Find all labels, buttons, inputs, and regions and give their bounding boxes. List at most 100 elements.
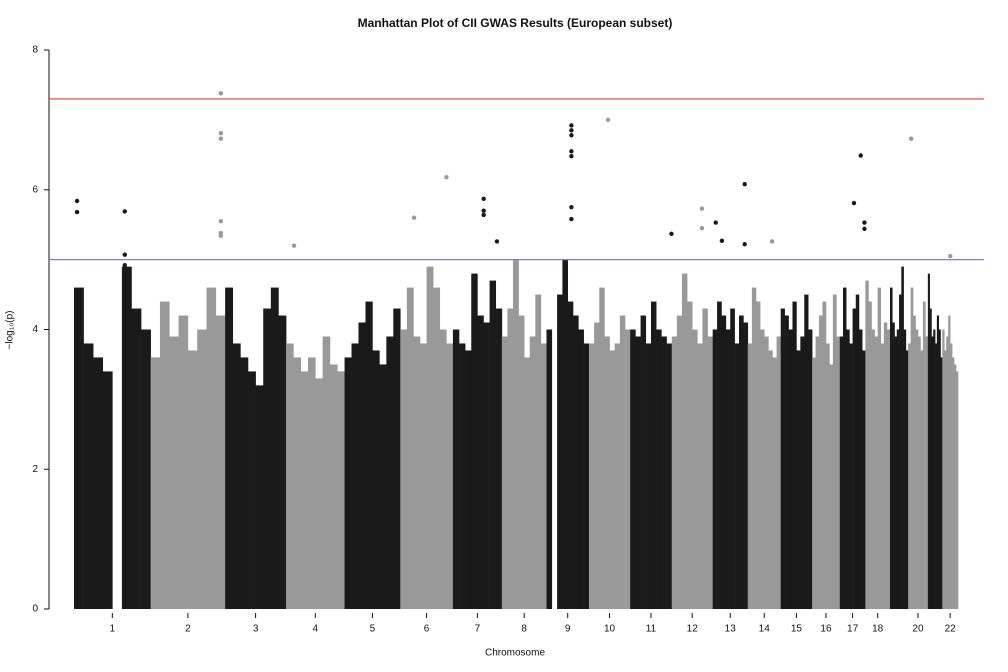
snp-density (825, 343, 830, 609)
snp-point (699, 225, 705, 231)
snp-point (122, 252, 127, 257)
x-tick-label: 2 (185, 624, 191, 635)
x-tick-label: 20 (912, 624, 924, 635)
y-tick-label: 2 (32, 464, 38, 475)
snp-density (263, 308, 272, 609)
snp-density (676, 315, 683, 609)
snp-density (439, 329, 447, 609)
snp-density (692, 329, 698, 609)
snp-density (358, 322, 366, 609)
snp-density (908, 343, 911, 609)
snp-point (481, 208, 486, 213)
snp-density (819, 315, 823, 609)
snp-density (583, 343, 590, 609)
snp-density (702, 308, 708, 609)
snp-point (858, 153, 863, 158)
snp-density (562, 259, 569, 609)
x-tick-label: 1 (110, 624, 116, 635)
snp-density (927, 273, 930, 609)
snp-density (780, 308, 785, 609)
snp-point (742, 181, 747, 187)
snp-point (569, 128, 574, 133)
x-tick-label: 17 (847, 624, 859, 635)
snp-density (880, 343, 885, 609)
snp-point (122, 263, 127, 268)
snp-point (569, 216, 574, 222)
snp-density (874, 336, 878, 609)
snp-density (944, 350, 947, 609)
snp-density (322, 336, 331, 609)
snp-density (645, 343, 652, 609)
snp-density (920, 350, 924, 609)
snp-density (308, 357, 316, 609)
snp-density (868, 301, 872, 609)
snp-density (483, 322, 490, 609)
snp-density (938, 329, 941, 609)
snp-density (240, 357, 249, 609)
snp-density (721, 315, 727, 609)
x-tick-label: 6 (424, 624, 430, 635)
snp-density (950, 343, 953, 609)
snp-density (788, 329, 793, 609)
snp-density (215, 315, 226, 609)
snp-density (630, 329, 636, 609)
snp-point (74, 198, 80, 204)
snp-density (948, 315, 951, 609)
snp-point (948, 253, 953, 259)
snp-point (569, 149, 574, 154)
snp-density (337, 371, 345, 609)
snp-density (300, 371, 309, 609)
x-tick-label: 15 (791, 624, 803, 635)
snp-density (829, 364, 834, 609)
snp-density (739, 315, 744, 609)
snp-density (776, 336, 782, 609)
snp-density (717, 301, 722, 609)
snp-density (413, 336, 421, 609)
snp-density (619, 315, 626, 609)
snp-point (218, 130, 224, 136)
snp-point (218, 218, 224, 224)
x-tick-label: 7 (475, 624, 481, 635)
snp-density (121, 266, 132, 609)
snp-point (699, 206, 705, 211)
snp-density (329, 364, 338, 609)
snp-point (411, 215, 417, 220)
snp-density (792, 301, 797, 609)
snp-density (365, 301, 373, 609)
snp-density (747, 343, 753, 609)
snp-density (862, 350, 866, 609)
snp-density (946, 336, 949, 609)
snp-density (940, 357, 943, 609)
snp-density (546, 329, 553, 609)
snp-density (640, 315, 647, 609)
snp-density (315, 378, 323, 609)
snp-density (910, 287, 914, 609)
snp-density (925, 336, 929, 609)
snp-density (459, 343, 466, 609)
snp-density (760, 329, 765, 609)
snp-density (406, 287, 414, 609)
snp-density (877, 287, 882, 609)
snp-density (255, 385, 264, 609)
snp-density (512, 259, 519, 609)
snp-density (751, 287, 757, 609)
snp-point (569, 133, 574, 138)
snp-density (935, 343, 938, 609)
snp-density (933, 329, 936, 609)
snp-density (518, 315, 525, 609)
snp-density (764, 336, 769, 609)
snp-point (569, 205, 574, 210)
snp-density (661, 336, 667, 609)
chart-title: Manhattan Plot of CII GWAS Results (Euro… (358, 16, 673, 30)
snp-density (471, 273, 478, 609)
snp-density (465, 350, 472, 609)
snp-point (218, 91, 224, 96)
snp-density (852, 308, 857, 609)
snp-density (614, 343, 621, 609)
snp-density (922, 301, 926, 609)
snp-density (808, 329, 813, 609)
snp-density (883, 322, 888, 609)
x-tick-label: 18 (872, 624, 884, 635)
snp-point (909, 136, 914, 141)
